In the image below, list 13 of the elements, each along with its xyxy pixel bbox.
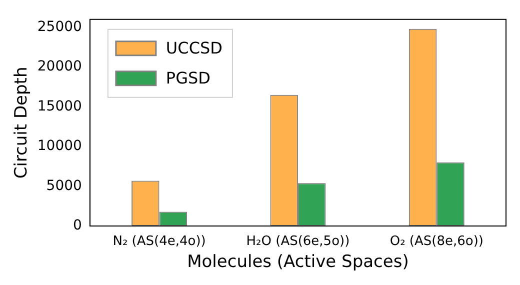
y-tick-label: 0	[73, 218, 82, 234]
y-tick-label: 10000	[37, 138, 82, 154]
y-tick-label: 5000	[46, 178, 82, 194]
x-tick-label: H₂O (AS(6e,5o))	[246, 234, 350, 250]
x-tick-label: O₂ (AS(8e,6o))	[390, 234, 484, 250]
y-tick-label: 15000	[37, 98, 82, 114]
legend-label: UCCSD	[166, 38, 222, 58]
x-tick-label: N₂ (AS(4e,4o))	[112, 234, 206, 250]
legend-label: PGSD	[166, 68, 210, 88]
y-axis-title: Circuit Depth	[12, 66, 32, 179]
y-tick-label: 25000	[37, 18, 82, 35]
x-axis-title: Molecules (Active Spaces)	[187, 252, 409, 272]
y-tick-label: 20000	[37, 58, 82, 75]
